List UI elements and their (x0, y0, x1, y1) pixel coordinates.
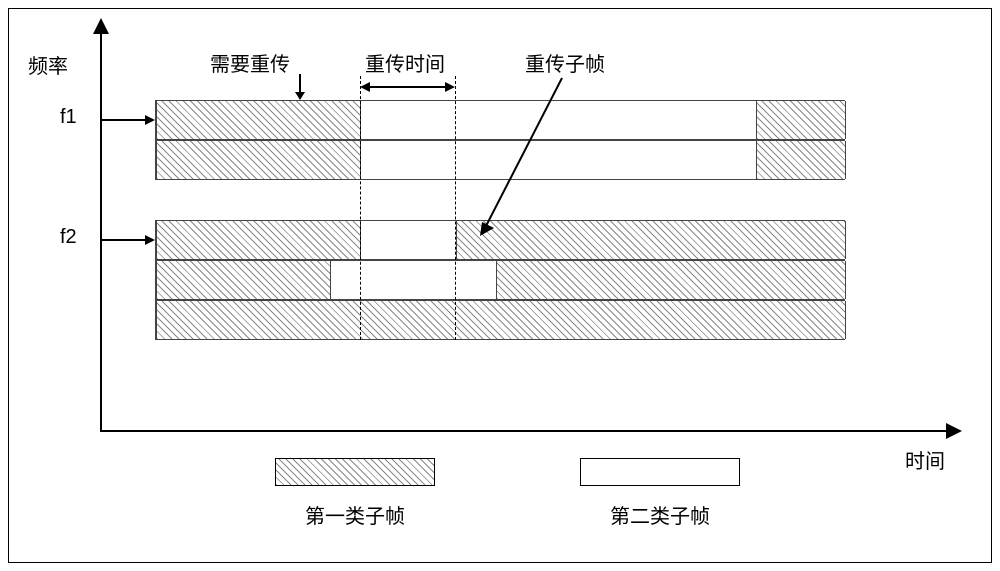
dash-left (360, 76, 361, 340)
seg-white (361, 221, 456, 259)
dash-right (455, 76, 456, 340)
seg-hatched (156, 141, 361, 179)
x-axis-label: 时间 (905, 445, 945, 474)
seg-hatched (156, 101, 361, 139)
row-f2-2 (155, 260, 845, 300)
legend-box-hatched (275, 458, 435, 486)
arrow-retrans-time (360, 78, 455, 96)
freq-arrow-f2 (100, 230, 155, 250)
y-axis-arrow (93, 18, 109, 34)
row-f2-3 (155, 300, 845, 340)
arrow-need-retrans (292, 74, 308, 102)
seg-hatched (756, 141, 846, 179)
label-need-retrans: 需要重传 (210, 48, 290, 77)
x-axis-arrow (946, 423, 962, 439)
freq-label-f1: f1 (60, 106, 77, 129)
y-axis (100, 20, 102, 430)
y-axis-label: 频率 (28, 50, 68, 79)
seg-white (331, 261, 496, 299)
seg-hatched (756, 101, 846, 139)
x-axis (100, 430, 950, 432)
legend-label-white: 第二类子帧 (610, 500, 710, 529)
freq-label-f2: f2 (60, 226, 77, 249)
legend-box-white (580, 458, 740, 486)
arrow-retrans-subframe (470, 74, 570, 239)
seg-hatched (156, 221, 361, 259)
seg-hatched (496, 261, 846, 299)
freq-arrow-f1 (100, 110, 155, 130)
seg-hatched (156, 301, 846, 339)
label-retrans-subframe: 重传子帧 (525, 48, 605, 77)
seg-hatched (156, 261, 331, 299)
legend-label-hatched: 第一类子帧 (305, 500, 405, 529)
label-retrans-time: 重传时间 (365, 48, 445, 77)
